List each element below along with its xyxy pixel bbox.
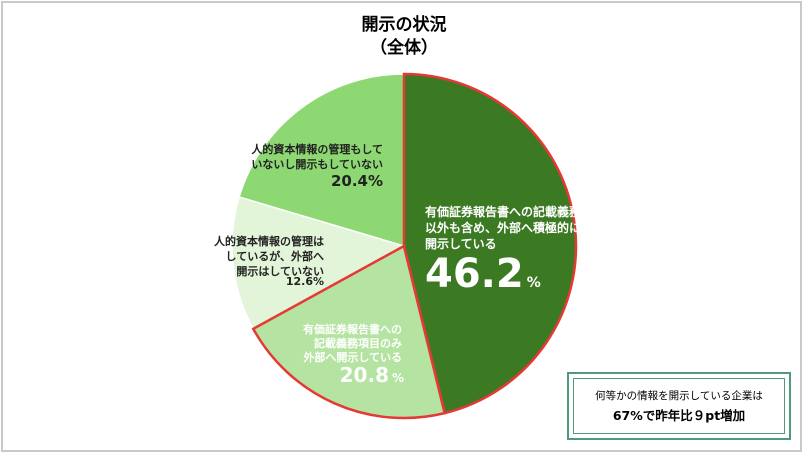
highlight-outline (251, 72, 578, 420)
summary-note: 何等かの情報を開示している企業は 67%で昨年比９pt増加 (567, 372, 791, 440)
slice-3-label-line-1: 人的資本情報の管理は (214, 234, 324, 248)
slice-2-value-label: 20.8 (340, 363, 389, 387)
slice-1-label-line-3: 開示している (425, 237, 497, 251)
slice-2-label-line-1: 有価証券報告書への (303, 322, 402, 336)
slice-2-label-line-3: 外部へ開示している (302, 350, 402, 364)
slice-1-value-label: 46.2 (425, 251, 524, 297)
highlight-outline-1 (402, 72, 578, 415)
slice-1-label-line-1: 有価証券報告書への記載義務項目 (425, 204, 605, 219)
summary-note-inner: 何等かの情報を開示している企業は 67%で昨年比９pt増加 (573, 378, 785, 434)
slice-3-label-line-2: しているが、外部へ (226, 249, 324, 263)
pie-slice-4 (238, 73, 405, 248)
slice-4-label-line-1: 人的資本情報の管理もして (251, 142, 383, 156)
slice-4-label-line-2: いないし開示もしていない (251, 158, 383, 171)
slice-1-label-line-2: 以外も含め、外部へ積極的に (425, 220, 581, 235)
slice-3-value-label: 12.6% (286, 275, 324, 288)
pie-slice-3 (231, 196, 406, 330)
chart-title: 開示の状況 (362, 14, 447, 35)
summary-note-line1: 何等かの情報を開示している企業は (595, 390, 763, 402)
slice-2-label-line-2: 記載義務項目のみ (314, 336, 402, 350)
slice-1-unit-label: % (527, 275, 541, 291)
chart-subtitle: （全体） (370, 37, 438, 58)
slice-3-label-line-3: 開示はしていない (236, 265, 324, 278)
highlight-outline-2 (251, 244, 447, 420)
slice-4-value-label: 20.4% (331, 172, 383, 190)
slice-2-unit-label: % (392, 371, 404, 385)
summary-note-line2: 67%で昨年比９pt増加 (612, 408, 746, 423)
